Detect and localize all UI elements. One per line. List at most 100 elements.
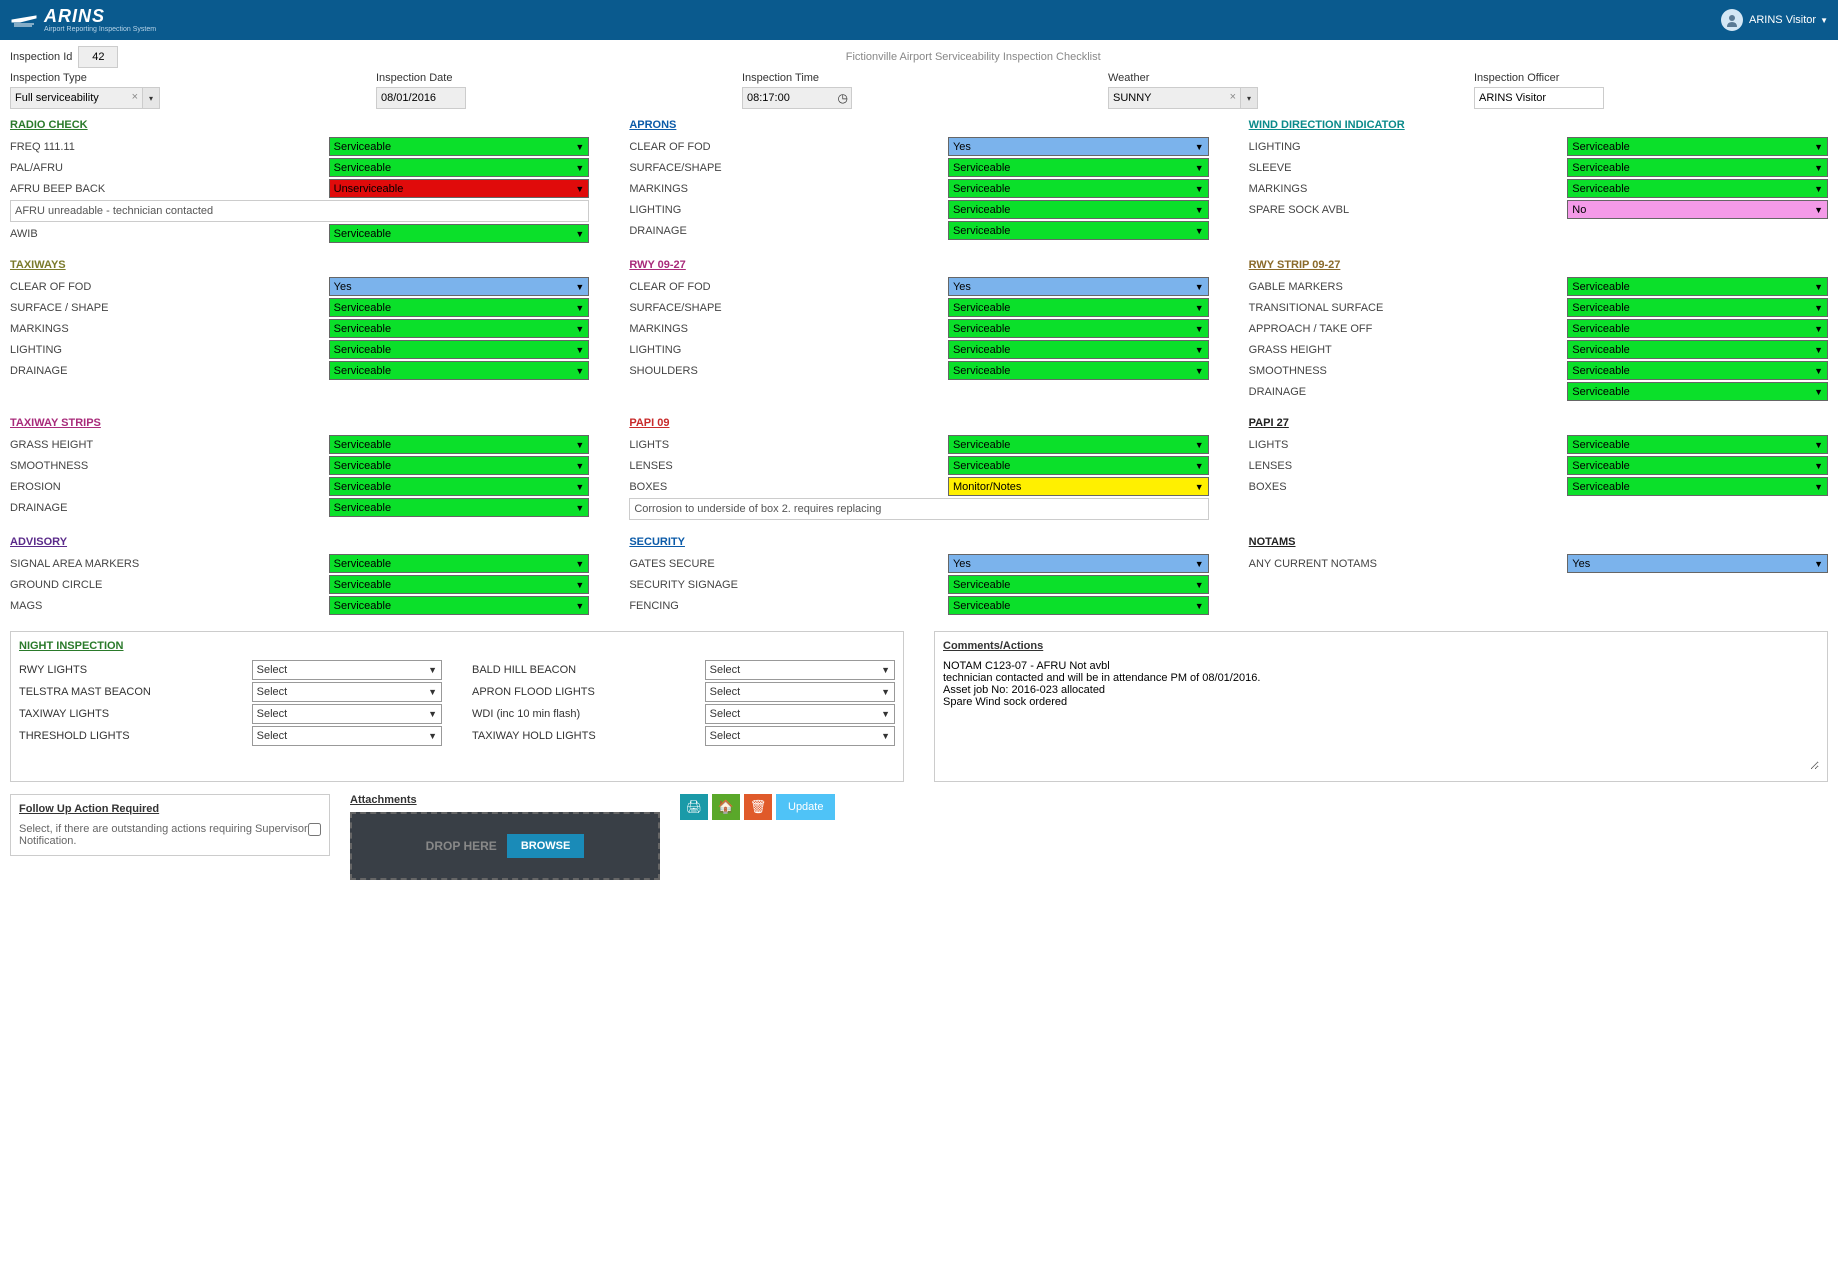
- status-select[interactable]: Serviceable▼: [329, 224, 590, 243]
- status-select[interactable]: Serviceable▼: [948, 319, 1209, 338]
- chevron-down-icon: ▼: [575, 503, 584, 513]
- status-select[interactable]: Serviceable▼: [948, 596, 1209, 615]
- print-button[interactable]: 🖨: [680, 794, 708, 820]
- followup-title: Follow Up Action Required: [19, 803, 321, 815]
- checklist-item: SMOOTHNESSServiceable▼: [10, 456, 589, 475]
- checklist-item: SURFACE/SHAPEServiceable▼: [629, 158, 1208, 177]
- weather-combo[interactable]: × ▾: [1108, 87, 1258, 109]
- status-select[interactable]: Serviceable▼: [329, 319, 590, 338]
- type-combo[interactable]: × ▾: [10, 87, 160, 109]
- time-input[interactable]: [742, 87, 852, 109]
- section-title: PAPI 09: [629, 417, 1208, 429]
- status-select[interactable]: Yes▼: [948, 554, 1209, 573]
- followup-checkbox[interactable]: [308, 823, 321, 836]
- status-select[interactable]: Serviceable▼: [329, 298, 590, 317]
- checklist-item: MARKINGSServiceable▼: [1249, 179, 1828, 198]
- night-select[interactable]: Select▼: [705, 660, 895, 680]
- dropzone-label: DROP HERE: [426, 839, 497, 853]
- checklist-item: LIGHTSServiceable▼: [629, 435, 1208, 454]
- status-select[interactable]: No▼: [1567, 200, 1828, 219]
- night-select[interactable]: Select▼: [252, 704, 442, 724]
- status-select[interactable]: Serviceable▼: [1567, 298, 1828, 317]
- status-select[interactable]: Serviceable▼: [1567, 361, 1828, 380]
- status-select[interactable]: Serviceable▼: [948, 179, 1209, 198]
- status-select[interactable]: Serviceable▼: [948, 298, 1209, 317]
- status-select[interactable]: Serviceable▼: [329, 498, 590, 517]
- status-select[interactable]: Serviceable▼: [1567, 137, 1828, 156]
- status-select[interactable]: Serviceable▼: [329, 477, 590, 496]
- comments-textarea[interactable]: [943, 660, 1819, 770]
- status-select[interactable]: Serviceable▼: [948, 575, 1209, 594]
- status-select[interactable]: Unserviceable▼: [329, 179, 590, 198]
- status-select[interactable]: Serviceable▼: [1567, 340, 1828, 359]
- item-label: APPROACH / TAKE OFF: [1249, 323, 1568, 335]
- status-select[interactable]: Serviceable▼: [329, 456, 590, 475]
- night-select[interactable]: Select▼: [252, 726, 442, 746]
- status-select[interactable]: Serviceable▼: [1567, 382, 1828, 401]
- date-input[interactable]: [376, 87, 466, 109]
- status-select[interactable]: Yes▼: [329, 277, 590, 296]
- clear-icon[interactable]: ×: [132, 91, 138, 103]
- note-input[interactable]: [10, 200, 589, 222]
- status-select[interactable]: Serviceable▼: [948, 435, 1209, 454]
- night-select[interactable]: Select▼: [252, 660, 442, 680]
- time-input-wrap[interactable]: ◷: [742, 87, 852, 109]
- night-select[interactable]: Select▼: [705, 726, 895, 746]
- chevron-down-icon: ▼: [1195, 461, 1204, 471]
- chevron-down-icon: ▼: [1814, 184, 1823, 194]
- status-select[interactable]: Serviceable▼: [948, 361, 1209, 380]
- status-select[interactable]: Serviceable▼: [948, 200, 1209, 219]
- home-button[interactable]: 🏠: [712, 794, 740, 820]
- inspection-id-input[interactable]: [78, 46, 118, 68]
- chevron-down-icon[interactable]: ▾: [142, 87, 160, 109]
- checklist-item: MAGSServiceable▼: [10, 596, 589, 615]
- checklist-item: DRAINAGEServiceable▼: [1249, 382, 1828, 401]
- night-select[interactable]: Select▼: [705, 704, 895, 724]
- status-select[interactable]: Serviceable▼: [1567, 477, 1828, 496]
- checklist-item: CLEAR OF FODYes▼: [629, 277, 1208, 296]
- status-select[interactable]: Serviceable▼: [1567, 456, 1828, 475]
- status-select[interactable]: Serviceable▼: [1567, 179, 1828, 198]
- status-select[interactable]: Monitor/Notes▼: [948, 477, 1209, 496]
- status-select[interactable]: Serviceable▼: [329, 361, 590, 380]
- status-select[interactable]: Serviceable▼: [1567, 158, 1828, 177]
- status-select[interactable]: Serviceable▼: [329, 575, 590, 594]
- status-select[interactable]: Yes▼: [948, 277, 1209, 296]
- section-title: RADIO CHECK: [10, 119, 589, 131]
- checklist-row-4: ADVISORYSIGNAL AREA MARKERSServiceable▼G…: [10, 536, 1828, 617]
- status-select[interactable]: Serviceable▼: [329, 340, 590, 359]
- checklist-item: TRANSITIONAL SURFACEServiceable▼: [1249, 298, 1828, 317]
- night-select[interactable]: Select▼: [252, 682, 442, 702]
- browse-button[interactable]: BROWSE: [507, 834, 585, 858]
- status-select[interactable]: Serviceable▼: [329, 435, 590, 454]
- status-select[interactable]: Serviceable▼: [948, 221, 1209, 240]
- file-dropzone[interactable]: DROP HERE BROWSE: [350, 812, 660, 880]
- user-menu[interactable]: ARINS Visitor ▼: [1721, 9, 1828, 31]
- officer-input[interactable]: [1474, 87, 1604, 109]
- note-input[interactable]: [629, 498, 1208, 520]
- section-title: SECURITY: [629, 536, 1208, 548]
- clear-icon[interactable]: ×: [1230, 91, 1236, 103]
- status-select[interactable]: Serviceable▼: [948, 158, 1209, 177]
- status-select[interactable]: Serviceable▼: [329, 158, 590, 177]
- clock-icon[interactable]: ◷: [838, 91, 848, 105]
- status-select[interactable]: Yes▼: [1567, 554, 1828, 573]
- item-label: GROUND CIRCLE: [10, 579, 329, 591]
- night-select[interactable]: Select▼: [705, 682, 895, 702]
- status-select[interactable]: Yes▼: [948, 137, 1209, 156]
- status-select[interactable]: Serviceable▼: [329, 596, 590, 615]
- item-label: SMOOTHNESS: [1249, 365, 1568, 377]
- status-select[interactable]: Serviceable▼: [1567, 435, 1828, 454]
- status-select[interactable]: Serviceable▼: [948, 340, 1209, 359]
- item-label: MAGS: [10, 600, 329, 612]
- chevron-down-icon[interactable]: ▾: [1240, 87, 1258, 109]
- time-label: Inspection Time: [742, 72, 1096, 84]
- status-select[interactable]: Serviceable▼: [948, 456, 1209, 475]
- status-select[interactable]: Serviceable▼: [1567, 277, 1828, 296]
- status-select[interactable]: Serviceable▼: [329, 137, 590, 156]
- status-select[interactable]: Serviceable▼: [329, 554, 590, 573]
- section-title: NOTAMS: [1249, 536, 1828, 548]
- update-button[interactable]: Update: [776, 794, 835, 820]
- status-select[interactable]: Serviceable▼: [1567, 319, 1828, 338]
- delete-button[interactable]: 🗑: [744, 794, 772, 820]
